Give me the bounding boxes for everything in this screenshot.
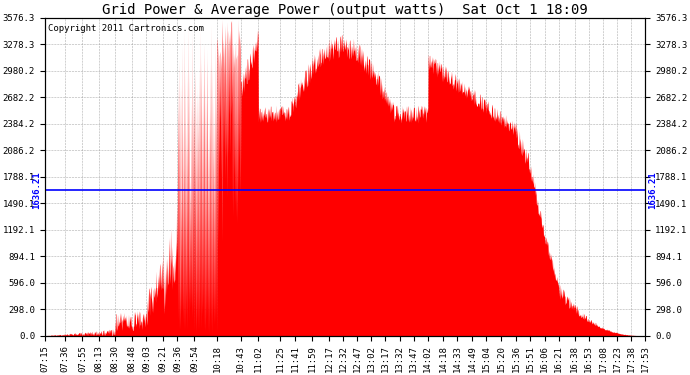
Text: Copyright 2011 Cartronics.com: Copyright 2011 Cartronics.com xyxy=(48,24,204,33)
Text: 1636.21: 1636.21 xyxy=(649,171,658,209)
Text: 1636.21: 1636.21 xyxy=(32,171,41,209)
Title: Grid Power & Average Power (output watts)  Sat Oct 1 18:09: Grid Power & Average Power (output watts… xyxy=(102,3,588,17)
